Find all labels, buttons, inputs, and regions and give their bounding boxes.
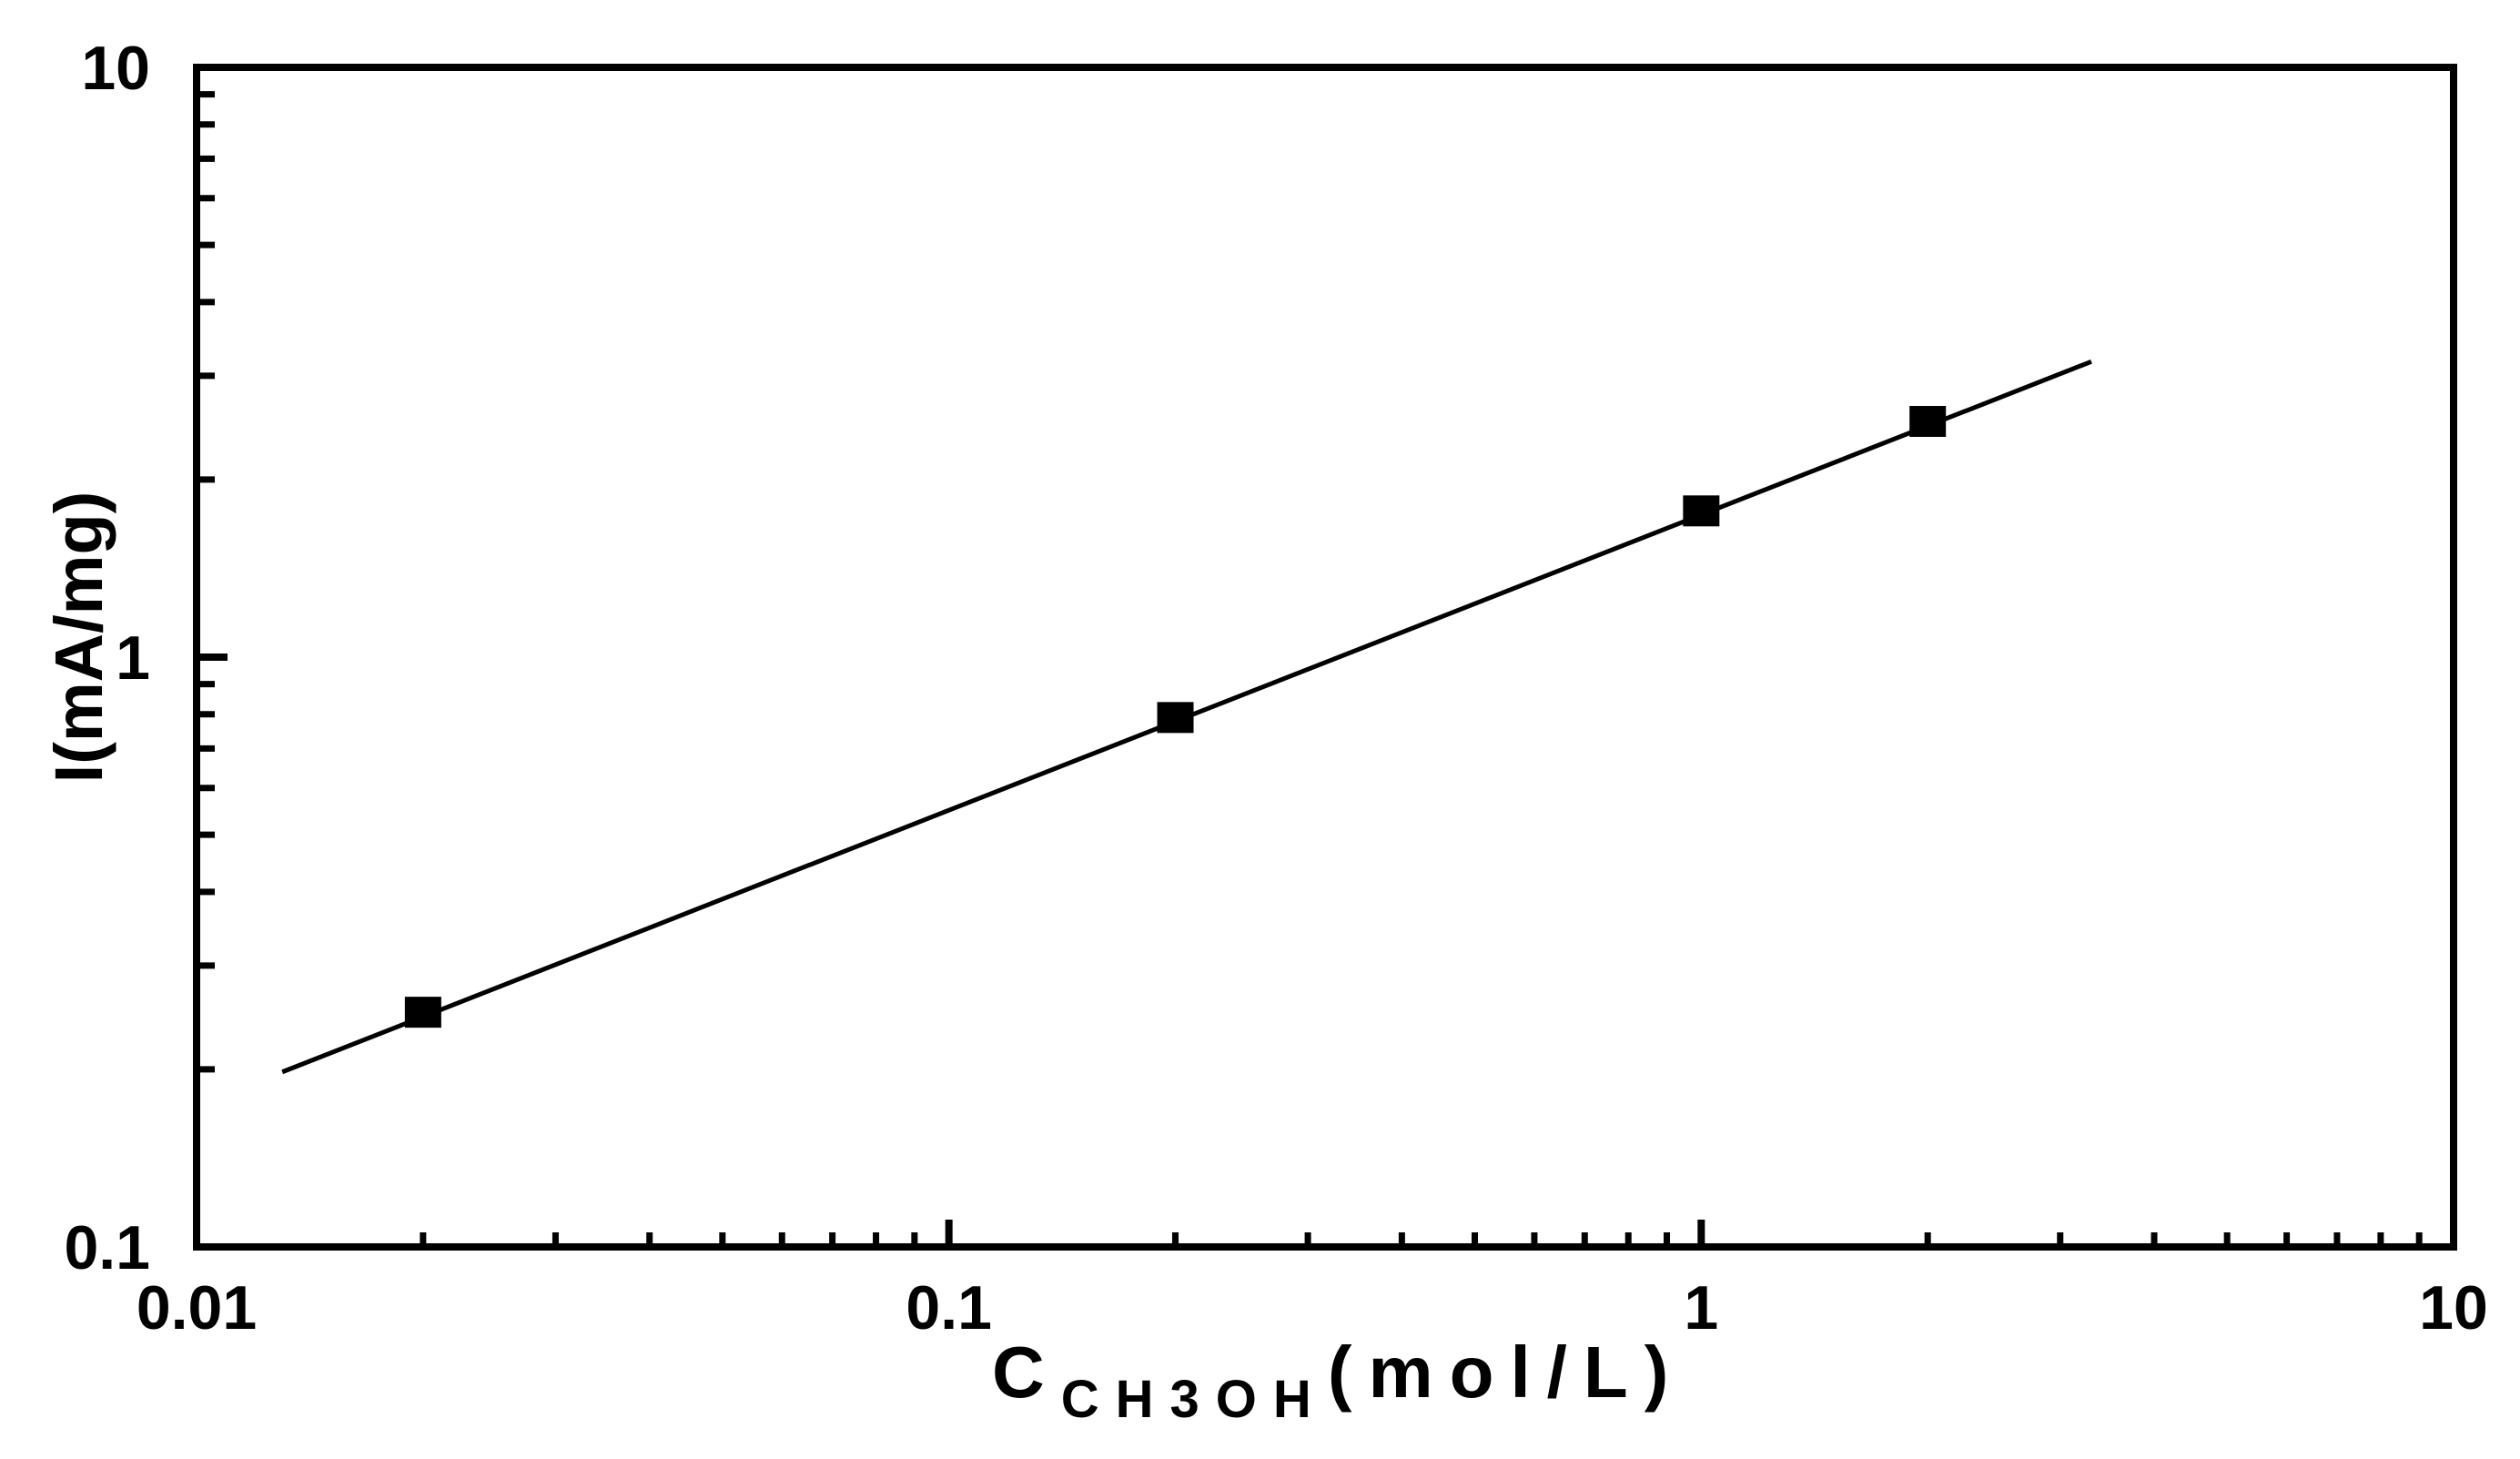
y-tick-labels: 0.1 1 10: [64, 34, 150, 1282]
x-tick-label: 0.1: [906, 1273, 992, 1342]
x-axis-label-subscript: CH3OH: [1061, 1370, 1328, 1429]
x-axis-label: CCH3OH(mol/L): [992, 1332, 1685, 1429]
data-point-marker: [1157, 702, 1194, 734]
x-tick-label: 1: [1684, 1273, 1718, 1342]
plot-frame: [193, 64, 2457, 1251]
x-tick-labels: 0.01 0.1 1 10: [137, 1273, 2488, 1342]
y-tick-label: 1: [116, 623, 150, 693]
data-point-marker: [1909, 406, 1947, 438]
x-tick-label: 0.01: [137, 1273, 257, 1342]
x-axis-label-unit: (mol/L): [1328, 1332, 1685, 1413]
data-point-marker: [1683, 495, 1720, 527]
y-axis-label: I(mA/mg): [41, 491, 116, 784]
data-point-marker: [404, 997, 441, 1028]
x-tick-label: 10: [2419, 1273, 2488, 1342]
x-axis-label-main: C: [992, 1332, 1061, 1413]
y-tick-label: 10: [81, 34, 150, 103]
data-points: [404, 406, 1947, 1028]
major-ticks: [193, 64, 2457, 1251]
y-tick-label: 0.1: [64, 1213, 150, 1282]
